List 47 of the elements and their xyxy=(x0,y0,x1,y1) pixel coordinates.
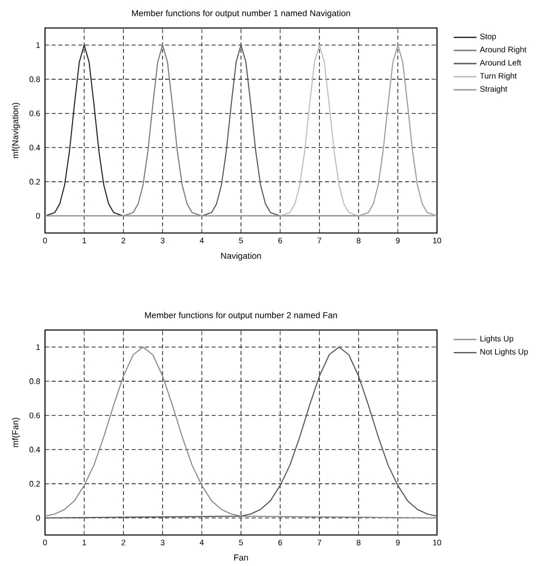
y-tick-label: 0.8 xyxy=(29,76,40,82)
x-tick-label: 3 xyxy=(160,238,164,244)
x-tick-label: 9 xyxy=(396,540,400,546)
x-tick-label: 2 xyxy=(122,540,126,546)
y-tick-label: 1 xyxy=(36,42,40,48)
legend-label: Turn Right xyxy=(480,72,517,80)
y-tick-label: 0.4 xyxy=(29,446,40,452)
y-tick-label: 0 xyxy=(36,515,40,521)
x-tick-label: 6 xyxy=(278,540,282,546)
x-tick-label: 6 xyxy=(278,238,282,244)
x-tick-label: 8 xyxy=(356,540,360,546)
x-tick-label: 7 xyxy=(318,540,322,546)
x-tick-label: 9 xyxy=(396,238,400,244)
x-tick-label: 10 xyxy=(433,238,442,244)
x-tick-label: 2 xyxy=(122,238,126,244)
y-tick-label: 0.6 xyxy=(29,412,40,418)
x-axis-title: Fan xyxy=(234,554,248,561)
y-tick-label: 0.2 xyxy=(29,178,40,185)
x-tick-label: 3 xyxy=(160,540,164,546)
y-axis-title: mf(Navigation) xyxy=(12,102,20,158)
x-tick-label: 0 xyxy=(43,238,47,244)
y-tick-label: 0.8 xyxy=(29,378,40,384)
x-tick-label: 7 xyxy=(318,238,322,244)
y-tick-label: 0.6 xyxy=(29,110,40,116)
legend-label: Around Right xyxy=(480,46,526,54)
legend-label: Straight xyxy=(480,86,508,94)
chart-title: Member functions for output number 2 named Fan xyxy=(145,312,337,320)
x-tick-label: 10 xyxy=(433,540,442,546)
legend-label: Lights Up xyxy=(480,336,514,344)
legend-label: Stop xyxy=(480,34,496,41)
x-tick-label: 1 xyxy=(82,540,86,546)
legend-label: Not Lights Up xyxy=(480,348,528,356)
legend-label: Around Left xyxy=(480,60,522,66)
y-axis-title: mf(Fan) xyxy=(12,418,20,448)
x-axis-title: Navigation xyxy=(221,252,261,261)
x-tick-label: 5 xyxy=(239,238,243,244)
x-tick-label: 8 xyxy=(356,238,360,244)
y-tick-label: 1 xyxy=(36,344,40,350)
x-tick-label: 4 xyxy=(200,540,204,546)
y-tick-label: 0.4 xyxy=(29,144,40,150)
y-tick-label: 0 xyxy=(36,213,40,219)
x-tick-label: 5 xyxy=(239,540,243,546)
y-tick-label: 0.2 xyxy=(29,480,40,487)
chart-title: Member functions for output number 1 named Navigation xyxy=(132,10,350,18)
x-tick-label: 0 xyxy=(43,540,47,546)
x-tick-label: 4 xyxy=(200,238,204,244)
x-tick-label: 1 xyxy=(82,238,86,244)
